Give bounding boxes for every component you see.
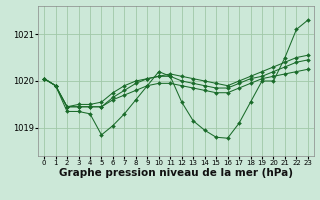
X-axis label: Graphe pression niveau de la mer (hPa): Graphe pression niveau de la mer (hPa): [59, 168, 293, 178]
